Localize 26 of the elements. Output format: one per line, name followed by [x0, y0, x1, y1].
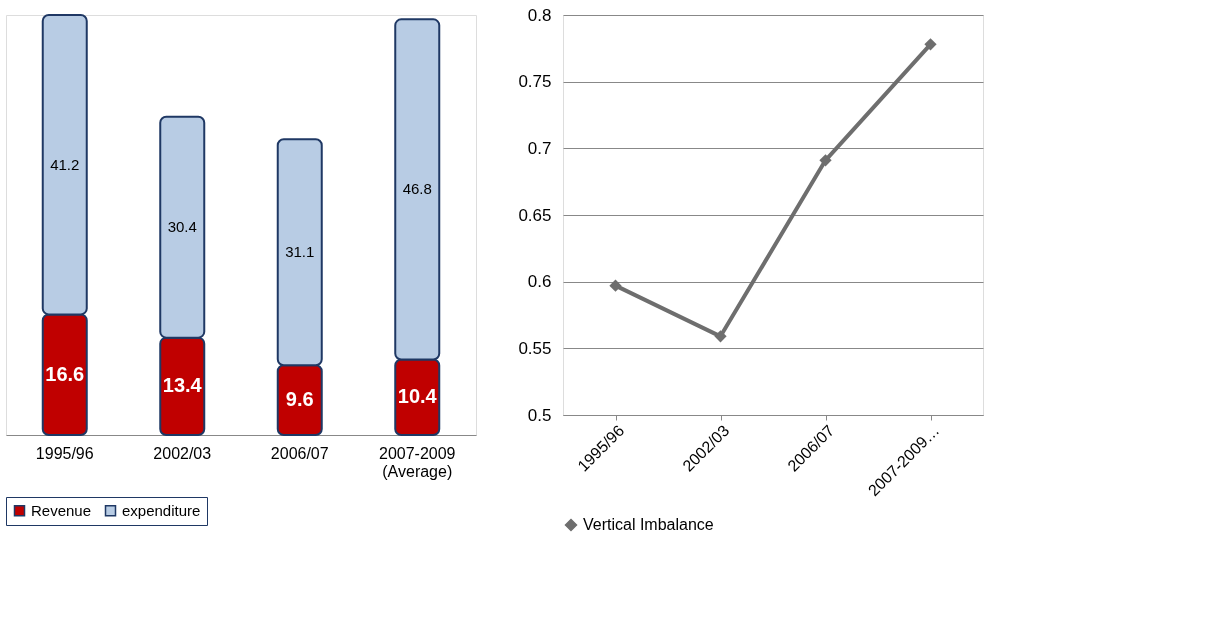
data-label: 13.4: [162, 374, 203, 397]
y-tick-label: 0.75: [518, 72, 552, 92]
x-tick-label: 2007-2009 (Average): [378, 444, 456, 480]
y-tick-label: 0.5: [527, 405, 552, 425]
y-tick-label: 0.8: [527, 5, 552, 25]
data-label: 16.6: [45, 362, 85, 385]
y-tick-label: 0.55: [518, 338, 552, 358]
data-label: 31.1: [285, 243, 315, 261]
data-label: 9.6: [285, 388, 314, 411]
y-tick-label: 0.7: [527, 138, 552, 158]
legend-label: Vertical Imbalance: [583, 516, 714, 533]
legend-label: expenditure: [122, 501, 201, 519]
y-tick-label: 0.6: [527, 272, 552, 292]
x-tick-label: 2002/03: [153, 444, 212, 462]
point: [714, 330, 727, 343]
y-tick-label: 0.65: [518, 205, 552, 225]
data-label: 46.8: [402, 180, 432, 198]
point: [819, 154, 832, 167]
x-tick-label: 1995/96: [35, 444, 94, 462]
legend-label: Revenue: [31, 501, 92, 519]
data-label: 10.4: [397, 385, 438, 408]
data-label: 41.2: [50, 155, 80, 173]
point: [924, 38, 937, 51]
data-label: 30.4: [167, 218, 197, 236]
x-tick-label: 2006/07: [270, 444, 329, 462]
point: [609, 279, 622, 292]
